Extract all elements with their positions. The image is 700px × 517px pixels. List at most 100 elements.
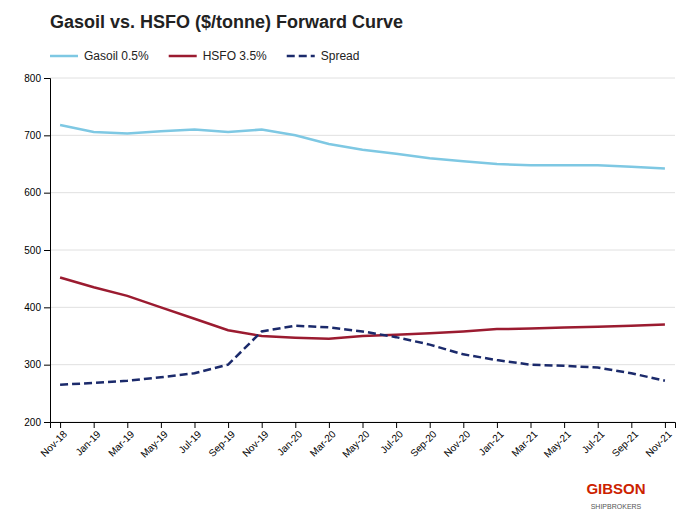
y-tick: 700	[24, 130, 50, 141]
y-tick: 800	[24, 73, 50, 84]
plot: 200300400500600700800Nov-18Jan-19Mar-19M…	[24, 73, 675, 460]
x-tick: Jul-19	[176, 422, 203, 455]
x-tick: Mar-21	[509, 422, 539, 459]
x-tick-mark	[363, 422, 364, 428]
x-tick-mark	[497, 422, 498, 428]
x-tick-label: Nov-19	[240, 428, 271, 459]
x-tick: May-19	[139, 422, 171, 460]
series-line	[60, 326, 665, 385]
x-tick-label: Mar-21	[509, 428, 539, 458]
y-tick-label: 500	[24, 245, 41, 256]
grid-line	[50, 307, 675, 308]
x-tick: Mar-19	[106, 422, 136, 459]
x-tick: Sep-19	[206, 422, 237, 459]
legend-label: Gasoil 0.5%	[84, 49, 149, 63]
x-tick-label: Mar-20	[308, 428, 338, 458]
x-tick-label: Jul-21	[580, 428, 607, 455]
y-tick: 500	[24, 245, 50, 256]
x-tick-mark	[531, 422, 532, 428]
title: Gasoil vs. HSFO ($/tonne) Forward Curve	[50, 12, 403, 32]
y-tick-label: 600	[24, 187, 41, 198]
x-tick-mark	[396, 422, 397, 428]
legend-label: Spread	[321, 49, 360, 63]
x-tick: Nov-20	[442, 422, 473, 459]
x-tick-label: Jan-20	[275, 428, 305, 458]
x-tick-mark	[665, 422, 666, 428]
legend-label: HSFO 3.5%	[203, 49, 267, 63]
x-tick-label: Jan-21	[476, 428, 506, 458]
x-tick: Sep-20	[408, 422, 439, 459]
x-tick: Nov-21	[643, 422, 674, 459]
x-tick-label: Nov-21	[643, 428, 674, 459]
annotation: SHIPBROKERS	[591, 503, 642, 510]
x-tick-mark	[262, 422, 263, 428]
x-tick-label: Sep-20	[408, 428, 439, 459]
x-tick: Sep-21	[610, 422, 641, 459]
grid-line	[50, 135, 675, 136]
x-tick: Jan-19	[73, 422, 103, 458]
y-tick-label: 300	[24, 359, 41, 370]
x-tick: Nov-18	[38, 422, 69, 459]
legend-swatch	[169, 55, 197, 58]
x-tick-mark	[463, 422, 464, 428]
lines	[60, 125, 665, 385]
x-tick-label: May-20	[340, 428, 372, 460]
y-tick-mark	[44, 135, 50, 136]
y-tick-label: 400	[24, 302, 41, 313]
grid-line	[50, 78, 675, 79]
y-tick-mark	[44, 78, 50, 79]
y-tick-label: 700	[24, 130, 41, 141]
x-tick-mark	[329, 422, 330, 428]
x-tick-mark	[228, 422, 229, 428]
x-tick-mark	[127, 422, 128, 428]
x-tick: Jul-21	[580, 422, 607, 455]
grid-line	[50, 250, 675, 251]
x-tick-label: Jul-20	[378, 428, 405, 455]
x-tick-mark	[430, 422, 431, 428]
x-tick: Jan-21	[476, 422, 506, 458]
x-tick-mark	[94, 422, 95, 428]
series-line	[60, 125, 665, 169]
y-tick-mark	[44, 193, 50, 194]
x-tick-label: Sep-19	[206, 428, 237, 459]
x-tick-label: May-21	[542, 428, 574, 460]
y-tick-mark	[44, 250, 50, 251]
y-tick-label: 800	[24, 73, 41, 84]
y-tick: 200	[24, 417, 50, 428]
x-tick: Nov-19	[240, 422, 271, 459]
x-tick: Jan-20	[275, 422, 305, 458]
x-axis: Nov-18Jan-19Mar-19May-19Jul-19Sep-19Nov-…	[38, 422, 675, 460]
x-tick-label: May-19	[139, 428, 171, 460]
x-tick-label: Sep-21	[610, 428, 641, 459]
x-tick-mark	[161, 422, 162, 428]
x-tick-mark	[564, 422, 565, 428]
x-tick: Mar-20	[308, 422, 338, 459]
x-tick-mark	[295, 422, 296, 428]
legend-item: HSFO 3.5%	[169, 49, 267, 63]
grid-line	[50, 192, 675, 193]
y-tick: 400	[24, 302, 50, 313]
legend-swatch	[50, 55, 78, 58]
x-tick-label: Jul-19	[176, 428, 203, 455]
x-tick-mark	[598, 422, 599, 428]
legend-item: Gasoil 0.5%	[50, 49, 149, 63]
x-tick: May-20	[340, 422, 372, 460]
grid-line	[50, 364, 675, 365]
legend-item: Spread	[287, 49, 360, 63]
x-tick: May-21	[542, 422, 574, 460]
y-tick: 300	[24, 359, 50, 370]
x-tick-label: Jan-19	[73, 428, 103, 458]
x-tick-label: Nov-18	[38, 428, 69, 459]
x-tick-mark	[60, 422, 61, 428]
chart: 200300400500600700800Nov-18Jan-19Mar-19M…	[0, 0, 700, 517]
grid	[50, 78, 675, 422]
x-axis-line	[51, 423, 676, 429]
legend: Gasoil 0.5% HSFO 3.5% Spread	[50, 49, 359, 63]
y-tick-mark	[44, 307, 50, 308]
x-tick-mark	[194, 422, 195, 428]
annotation: GIBSON	[586, 480, 645, 497]
series-line	[60, 278, 665, 339]
x-tick-label: Nov-20	[442, 428, 473, 459]
legend-swatch	[287, 55, 315, 58]
y-tick: 600	[24, 187, 50, 198]
